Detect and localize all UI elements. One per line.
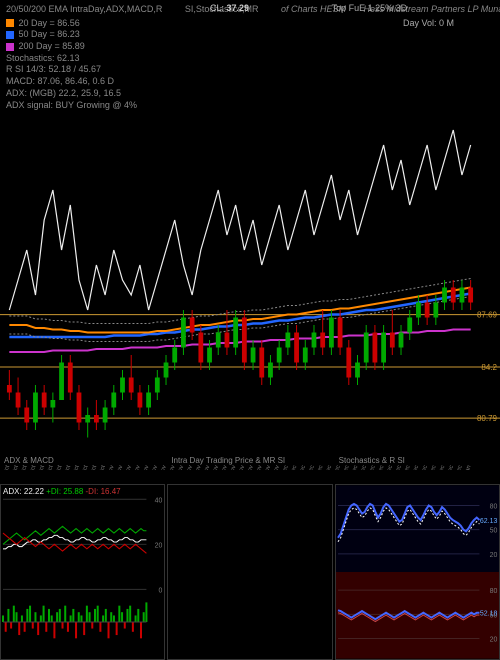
svg-text:52.18: 52.18: [480, 611, 498, 618]
adx-macd-panel[interactable]: ADX: 22.22 +DI: 25.88 -DI: 16.47 0 20 40: [0, 484, 165, 660]
svg-text:84.2: 84.2: [481, 363, 497, 372]
adx-values-label: ADX: 22.22 +DI: 25.88 -DI: 16.47: [3, 487, 121, 496]
svg-text:80: 80: [489, 503, 497, 510]
intraday-panel[interactable]: [167, 484, 332, 660]
ma20-swatch: [6, 19, 14, 27]
sub-panels: ADX & MACD ADX: 22.22 +DI: 25.88 -DI: 16…: [0, 470, 500, 660]
svg-text:20: 20: [489, 552, 497, 559]
svg-text:62.13: 62.13: [480, 518, 498, 525]
hdr-title: 20/50/200 EMA IntraDay,ADX,MACD,R: [6, 4, 162, 14]
svg-text:50: 50: [489, 528, 497, 535]
intra-panel-title: Intra Day Trading Price & MR SI: [171, 456, 285, 465]
svg-text:20: 20: [489, 637, 497, 644]
svg-text:0: 0: [158, 587, 162, 594]
svg-text:80: 80: [489, 588, 497, 595]
ma50-swatch: [6, 31, 14, 39]
stoch-panel-title: Stochastics & R SI: [339, 456, 405, 465]
svg-text:20: 20: [155, 542, 163, 549]
svg-text:87.69: 87.69: [477, 311, 498, 320]
adx-panel-title: ADX & MACD: [4, 456, 54, 465]
stochastics-rsi-panel[interactable]: 20508062.1320508052.18: [335, 484, 500, 660]
ma200-swatch: [6, 43, 14, 51]
svg-text:40: 40: [155, 497, 163, 504]
chart-header: 20/50/200 EMA IntraDay,ADX,MACD,R SI,Sto…: [0, 0, 500, 115]
svg-text:80.79: 80.79: [477, 414, 498, 423]
